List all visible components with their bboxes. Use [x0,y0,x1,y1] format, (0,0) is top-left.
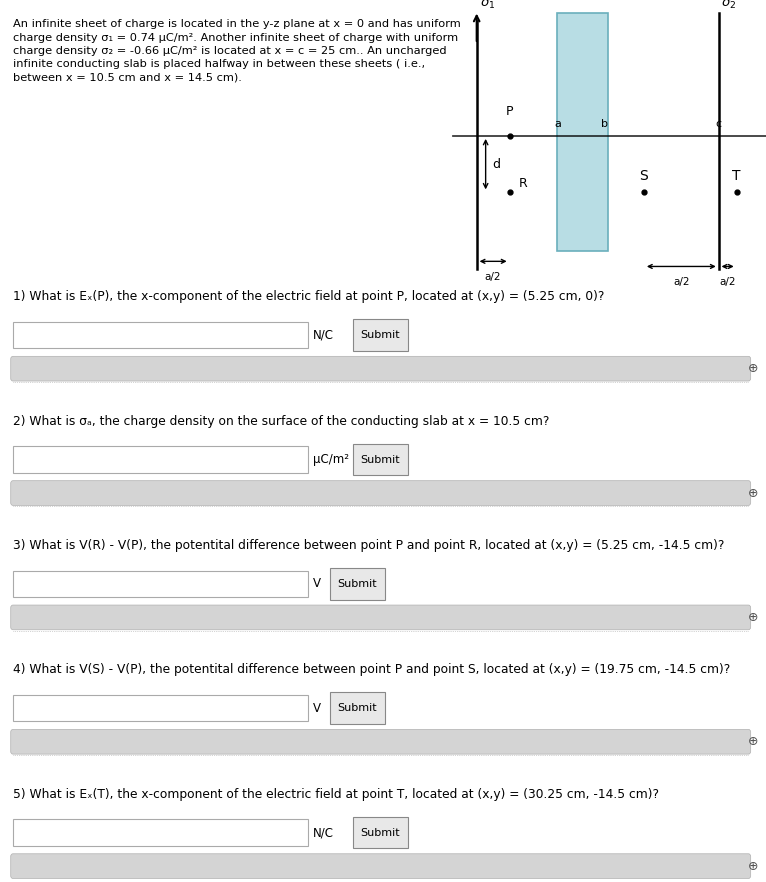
FancyBboxPatch shape [353,444,408,475]
Text: a/2: a/2 [719,277,736,287]
Text: a/2: a/2 [485,272,502,282]
Text: 4) What is V(S) - V(P), the potentital difference between point P and point S, l: 4) What is V(S) - V(P), the potentital d… [13,663,730,676]
FancyBboxPatch shape [13,322,308,348]
FancyBboxPatch shape [13,446,308,473]
Bar [558,13,608,251]
Text: ⊕: ⊕ [748,736,758,748]
Text: P: P [506,105,513,118]
Text: T: T [732,169,741,183]
Text: d: d [492,158,499,170]
Text: ⊕: ⊕ [748,611,758,624]
Text: 1) What is Eₓ(P), the x-component of the electric field at point P, located at (: 1) What is Eₓ(P), the x-component of the… [13,290,604,303]
Text: ⊕: ⊕ [748,363,758,375]
Text: N/C: N/C [313,826,334,839]
FancyBboxPatch shape [11,481,751,505]
Text: 2) What is σₐ, the charge density on the surface of the conducting slab at x = 1: 2) What is σₐ, the charge density on the… [13,415,549,428]
Text: Submit: Submit [361,454,400,465]
FancyBboxPatch shape [11,729,751,754]
Text: 5) What is Eₓ(T), the x-component of the electric field at point T, located at (: 5) What is Eₓ(T), the x-component of the… [13,788,659,801]
Text: N/C: N/C [313,329,334,341]
FancyBboxPatch shape [330,692,385,724]
Text: R: R [519,176,528,190]
FancyBboxPatch shape [330,568,385,600]
FancyBboxPatch shape [353,319,408,351]
Text: 3) What is V(R) - V(P), the potentital difference between point P and point R, l: 3) What is V(R) - V(P), the potentital d… [13,539,725,552]
Text: Submit: Submit [361,827,400,838]
Text: Submit: Submit [338,703,377,714]
FancyBboxPatch shape [11,854,751,878]
Text: Submit: Submit [361,330,400,340]
Text: An infinite sheet of charge is located in the y-z plane at x = 0 and has uniform: An infinite sheet of charge is located i… [13,19,461,82]
Text: a/2: a/2 [673,277,689,287]
FancyBboxPatch shape [13,695,308,721]
Text: S: S [640,169,648,183]
Text: ⊕: ⊕ [748,860,758,872]
Text: $\sigma_2$: $\sigma_2$ [721,0,736,11]
FancyBboxPatch shape [13,819,308,846]
Text: Submit: Submit [338,579,377,589]
Text: μC/m²: μC/m² [313,453,349,466]
Text: b: b [601,119,608,129]
FancyBboxPatch shape [11,356,751,381]
Text: c: c [715,119,722,129]
FancyBboxPatch shape [11,605,751,630]
FancyBboxPatch shape [13,571,308,597]
Text: a: a [554,119,561,129]
FancyBboxPatch shape [353,817,408,848]
Text: V: V [313,578,321,590]
Text: V: V [313,702,321,714]
Text: $\sigma_1$: $\sigma_1$ [480,0,495,11]
Text: ⊕: ⊕ [748,487,758,499]
